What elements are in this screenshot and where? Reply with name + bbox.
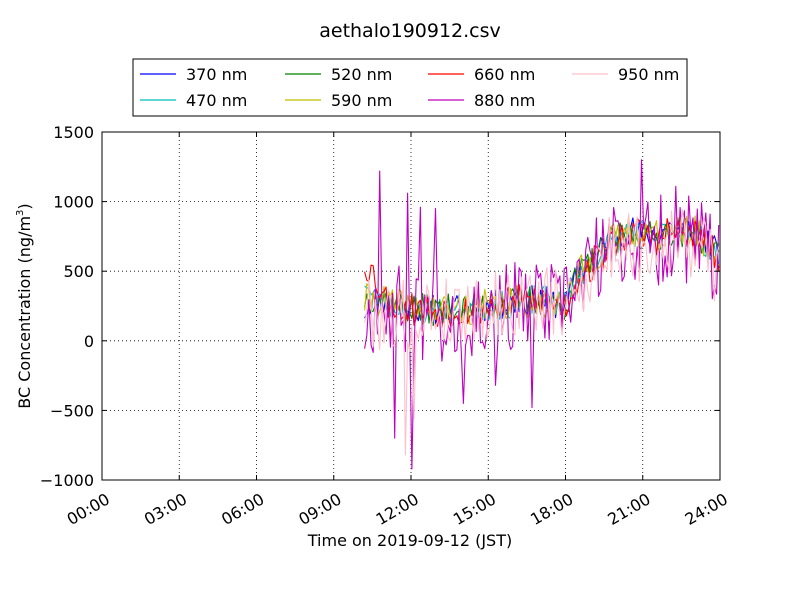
y-tick-label: 0 bbox=[84, 332, 94, 351]
y-tick-label: 1000 bbox=[53, 193, 94, 212]
legend-label: 590 nm bbox=[331, 91, 392, 110]
y-tick-label: 500 bbox=[63, 262, 94, 281]
series-line-6 bbox=[364, 209, 720, 456]
legend-label: 660 nm bbox=[474, 65, 535, 84]
legend-label: 520 nm bbox=[331, 65, 392, 84]
y-axis-label-sup: 3 bbox=[15, 210, 26, 216]
legend: 370 nm 470 nm 520 nm 590 nm 660 nm 880 nm 950 … bbox=[132, 58, 688, 117]
y-tick-label: −500 bbox=[50, 401, 94, 420]
x-axis-label: Time on 2019-09-12 (JST) bbox=[307, 531, 512, 550]
legend-label: 370 nm bbox=[186, 65, 247, 84]
y-axis-label: BC Concentration (ng/m3) bbox=[15, 203, 34, 408]
chart-title: aethalo190912.csv bbox=[319, 20, 501, 42]
series-lines bbox=[364, 159, 720, 470]
y-tick-label: −1000 bbox=[40, 471, 94, 490]
legend-label: 950 nm bbox=[618, 65, 679, 84]
legend-box bbox=[132, 58, 688, 117]
y-axis-label-main: BC Concentration (ng/m bbox=[15, 216, 34, 409]
y-axis-label-tail: ) bbox=[15, 203, 34, 209]
legend-label: 470 nm bbox=[186, 91, 247, 110]
y-tick-label: 1500 bbox=[53, 123, 94, 142]
legend-label: 880 nm bbox=[474, 91, 535, 110]
